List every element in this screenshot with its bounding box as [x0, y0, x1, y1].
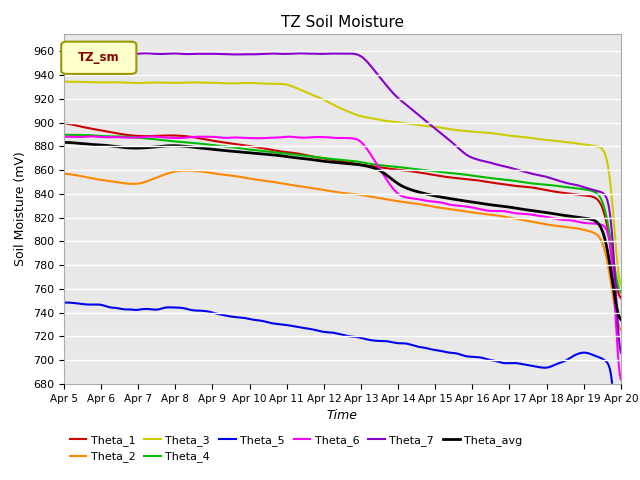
- Line: Theta_1: Theta_1: [64, 123, 621, 298]
- Line: Theta_7: Theta_7: [64, 53, 621, 353]
- Theta_4: [604, 218, 611, 224]
- Theta_avg: [328, 159, 335, 165]
- Theta_avg: [60, 140, 68, 145]
- Theta_1: [324, 156, 332, 162]
- Theta_5: [60, 300, 68, 305]
- X-axis label: Time: Time: [327, 409, 358, 422]
- Theta_1: [392, 167, 399, 172]
- Theta_1: [617, 295, 625, 301]
- Theta_avg: [362, 163, 369, 168]
- Theta_2: [518, 217, 525, 223]
- Theta_5: [516, 361, 524, 367]
- Theta_1: [516, 183, 524, 189]
- Theta_2: [617, 327, 625, 333]
- Theta_7: [329, 51, 337, 57]
- Theta_7: [362, 58, 370, 64]
- Theta_4: [516, 179, 524, 185]
- Theta_2: [329, 189, 337, 194]
- Theta_3: [324, 99, 332, 105]
- FancyBboxPatch shape: [61, 42, 136, 74]
- Line: Theta_3: Theta_3: [64, 82, 621, 285]
- Theta_1: [604, 225, 611, 230]
- Theta_avg: [617, 317, 625, 323]
- Line: Theta_avg: Theta_avg: [64, 143, 621, 320]
- Theta_2: [183, 168, 191, 174]
- Theta_3: [604, 160, 611, 166]
- Theta_6: [605, 234, 612, 240]
- Line: Theta_5: Theta_5: [64, 302, 621, 480]
- Theta_5: [392, 340, 399, 346]
- Theta_5: [362, 336, 369, 342]
- Theta_4: [392, 164, 399, 169]
- Theta_5: [324, 329, 332, 335]
- Theta_2: [393, 198, 401, 204]
- Theta_7: [605, 202, 612, 208]
- Theta_6: [362, 145, 370, 151]
- Theta_avg: [604, 248, 611, 253]
- Theta_1: [328, 157, 335, 163]
- Text: TZ_sm: TZ_sm: [78, 51, 120, 64]
- Theta_3: [392, 119, 399, 125]
- Theta_7: [141, 50, 149, 56]
- Theta_3: [362, 114, 369, 120]
- Legend: Theta_1, Theta_2, Theta_3, Theta_4, Theta_5, Theta_6, Theta_7, Theta_avg: Theta_1, Theta_2, Theta_3, Theta_4, Thet…: [70, 435, 522, 462]
- Theta_1: [60, 120, 68, 126]
- Theta_4: [328, 156, 335, 162]
- Theta_avg: [392, 179, 399, 185]
- Theta_5: [604, 360, 611, 366]
- Line: Theta_2: Theta_2: [64, 171, 621, 330]
- Theta_7: [518, 168, 525, 174]
- Theta_6: [60, 134, 68, 140]
- Theta_6: [518, 211, 525, 216]
- Theta_6: [88, 133, 96, 139]
- Theta_4: [60, 132, 68, 138]
- Theta_2: [362, 193, 370, 199]
- Theta_7: [326, 51, 333, 57]
- Theta_3: [328, 101, 335, 107]
- Theta_2: [326, 188, 333, 194]
- Theta_1: [362, 162, 369, 168]
- Line: Theta_6: Theta_6: [64, 136, 621, 379]
- Theta_3: [617, 282, 625, 288]
- Title: TZ Soil Moisture: TZ Soil Moisture: [281, 15, 404, 30]
- Theta_avg: [324, 159, 332, 165]
- Theta_2: [605, 265, 612, 271]
- Theta_6: [326, 134, 333, 140]
- Theta_3: [516, 134, 524, 140]
- Theta_6: [329, 135, 337, 141]
- Theta_7: [617, 350, 625, 356]
- Theta_3: [60, 79, 68, 84]
- Theta_7: [393, 94, 401, 99]
- Line: Theta_4: Theta_4: [64, 135, 621, 292]
- Theta_avg: [516, 206, 524, 212]
- Theta_6: [617, 376, 625, 382]
- Theta_5: [328, 330, 335, 336]
- Theta_7: [60, 51, 68, 57]
- Theta_6: [393, 190, 401, 195]
- Theta_2: [60, 171, 68, 177]
- Y-axis label: Soil Moisture (mV): Soil Moisture (mV): [15, 151, 28, 266]
- Theta_4: [362, 160, 369, 166]
- Theta_4: [617, 289, 625, 295]
- Theta_4: [324, 156, 332, 161]
